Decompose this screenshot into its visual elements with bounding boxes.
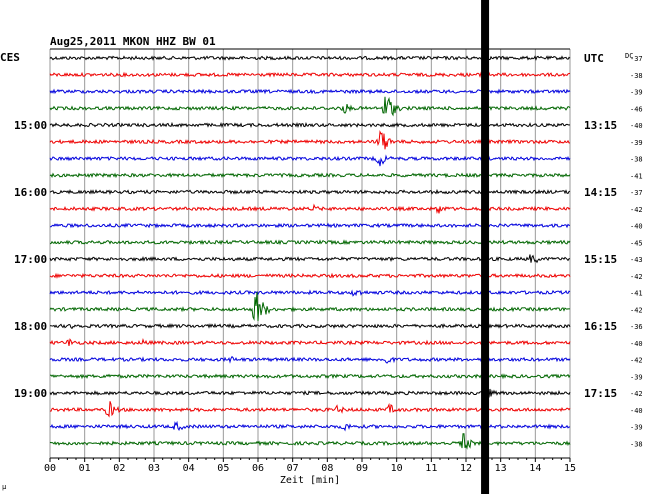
x-tick-label: 02 — [113, 463, 125, 474]
dc-offset-label: -46 — [630, 105, 643, 113]
x-tick-label: 09 — [356, 463, 368, 474]
chart-title: Aug25,2011 MKON HHZ BW 01 — [50, 35, 216, 48]
dc-offset-label: -43 — [630, 256, 643, 264]
x-tick-label: 10 — [391, 463, 403, 474]
dc-offset-labels: -37 -38 -39 -46 -40 -39 -38 -41 -37 -42 -40 -45 -43 -… — [630, 55, 643, 448]
left-time-label: 18:00 — [14, 320, 47, 333]
right-time-labels: UTC 13:15 14:15 15:15 16:15 17:15 — [584, 52, 617, 400]
left-time-label: 15:00 — [14, 119, 47, 132]
x-tick-label: 08 — [321, 463, 333, 474]
x-tick-label: 11 — [425, 463, 437, 474]
dc-offset-label: -40 — [630, 122, 643, 130]
right-time-label: 16:15 — [584, 320, 617, 333]
dc-offset-label: -40 — [630, 223, 643, 231]
dc-offset-label: -39 — [630, 373, 643, 381]
dc-offset-label: -37 — [630, 189, 643, 197]
dc-offset-label: -40 — [630, 340, 643, 348]
dc-offset-label: -42 — [630, 390, 643, 398]
left-time-label: 19:00 — [14, 387, 47, 400]
time-marker-bar — [481, 0, 490, 494]
right-time-label: UTC — [584, 52, 604, 65]
x-tick-label: 00 — [44, 463, 56, 474]
footer-mark: μ — [2, 483, 7, 491]
dc-offset-label: -41 — [630, 290, 643, 298]
dc-label: DC — [625, 52, 633, 60]
x-tick-label: 14 — [529, 463, 541, 474]
right-time-label: 17:15 — [584, 387, 617, 400]
x-tick-label: 05 — [217, 463, 229, 474]
x-tick-label: 07 — [287, 463, 299, 474]
dc-offset-label: -39 — [630, 139, 643, 147]
dc-offset-label: -40 — [630, 407, 643, 415]
x-tick-label: 06 — [252, 463, 264, 474]
chart-grid — [49, 48, 571, 458]
left-time-label: 17:00 — [14, 253, 47, 266]
right-time-label: 13:15 — [584, 119, 617, 132]
dc-offset-label: -39 — [630, 424, 643, 432]
x-tick-label: 01 — [79, 463, 91, 474]
right-time-label: 15:15 — [584, 253, 617, 266]
dc-offset-label: -37 — [630, 55, 643, 63]
x-axis-label: Zeit [min] — [280, 475, 340, 486]
x-axis: 00 01 02 03 04 05 06 07 08 09 10 11 12 13 14 15 — [44, 457, 576, 474]
right-time-label: 14:15 — [584, 186, 617, 199]
x-tick-label: 15 — [564, 463, 576, 474]
dc-offset-label: -45 — [630, 239, 643, 247]
left-time-labels: 15:00 16:00 17:00 18:00 19:00 — [14, 119, 47, 400]
dc-offset-label: -36 — [630, 323, 643, 331]
dc-offset-label: -41 — [630, 172, 643, 180]
dc-offset-label: -38 — [630, 156, 643, 164]
x-tick-label: 12 — [460, 463, 472, 474]
left-time-label: 16:00 — [14, 186, 47, 199]
left-axis-label: CES — [0, 51, 20, 64]
dc-offset-label: -42 — [630, 357, 643, 365]
dc-offset-label: -42 — [630, 206, 643, 214]
dc-offset-label: -38 — [630, 440, 643, 448]
x-tick-label: 03 — [148, 463, 160, 474]
dc-offset-label: -39 — [630, 89, 643, 97]
dc-offset-label: -42 — [630, 306, 643, 314]
dc-offset-label: -42 — [630, 273, 643, 281]
x-tick-label: 13 — [495, 463, 507, 474]
dc-offset-label: -38 — [630, 72, 643, 80]
x-tick-label: 04 — [183, 463, 195, 474]
